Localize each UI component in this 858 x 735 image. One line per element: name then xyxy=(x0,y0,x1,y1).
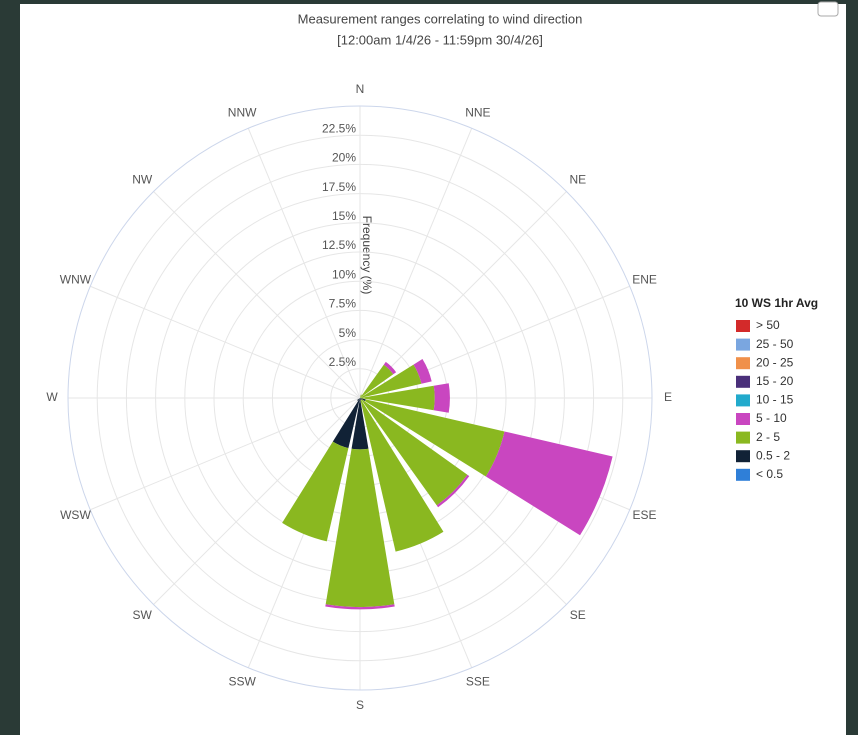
legend-swatch xyxy=(736,450,750,463)
y-tick-label: 5% xyxy=(339,326,357,340)
direction-label: SSE xyxy=(466,675,490,689)
wedge xyxy=(433,383,450,413)
legend-swatch xyxy=(736,320,750,332)
direction-label: NW xyxy=(132,172,153,186)
direction-label: WSW xyxy=(60,508,91,522)
wedge xyxy=(485,431,613,536)
direction-label: E xyxy=(664,390,672,404)
direction-label: WNW xyxy=(60,272,92,286)
direction-label: W xyxy=(46,390,58,404)
direction-label: NNE xyxy=(465,106,490,120)
direction-label: S xyxy=(356,698,364,712)
wedge xyxy=(332,398,360,449)
legend-swatch xyxy=(736,431,750,444)
wedge xyxy=(360,398,362,400)
y-tick-label: 2.5% xyxy=(329,355,357,369)
menu-button[interactable] xyxy=(817,1,839,17)
legend-label: < 0.5 xyxy=(756,467,783,481)
chart-title: Measurement ranges correlating to wind d… xyxy=(298,11,583,26)
direction-label: N xyxy=(356,82,365,96)
legend-label: 0.5 - 2 xyxy=(756,448,790,462)
legend-label: > 50 xyxy=(756,318,780,332)
radial-axis-label: Frequency (%) xyxy=(360,216,374,295)
wedge xyxy=(436,474,470,508)
wedge xyxy=(361,399,468,506)
direction-label: ESE xyxy=(633,508,657,522)
y-tick-label: 15% xyxy=(332,209,356,223)
legend-swatch xyxy=(736,357,750,370)
wedge xyxy=(351,398,369,450)
wedge xyxy=(325,448,395,608)
legend-swatch xyxy=(736,468,750,481)
legend-label: 15 - 20 xyxy=(756,374,794,388)
legend-swatch xyxy=(736,413,750,425)
y-tick-label: 12.5% xyxy=(322,238,356,252)
wedge xyxy=(360,399,444,552)
wedge xyxy=(360,394,362,398)
wedge xyxy=(360,364,422,398)
wedge xyxy=(360,364,394,398)
legend-swatch xyxy=(736,394,750,407)
wedge xyxy=(325,604,395,610)
wedge xyxy=(413,359,432,384)
direction-label: SE xyxy=(570,608,586,622)
legend-label: 20 - 25 xyxy=(756,355,794,369)
wedge xyxy=(360,398,362,401)
legend-label: 5 - 10 xyxy=(756,411,787,425)
wedge xyxy=(360,398,366,402)
direction-label: NE xyxy=(569,172,586,186)
y-tick-label: 22.5% xyxy=(322,121,356,135)
y-tick-label: 10% xyxy=(332,267,356,281)
outer-circle xyxy=(67,105,653,691)
y-tick-label: 17.5% xyxy=(322,180,356,194)
legend-label: 10 - 15 xyxy=(756,393,794,407)
wedge xyxy=(383,361,397,375)
direction-label: SW xyxy=(133,608,153,622)
panel xyxy=(20,4,846,735)
legend-label: 2 - 5 xyxy=(756,430,780,444)
grid-circle xyxy=(96,134,624,662)
grid-circle xyxy=(125,163,595,633)
wedge xyxy=(357,398,360,401)
legend-title: 10 WS 1hr Avg xyxy=(735,296,818,310)
wedge xyxy=(360,385,435,411)
wedge xyxy=(282,441,349,542)
legend-swatch xyxy=(736,375,750,388)
chart-subtitle: [12:00am 1/4/26 - 11:59pm 30/4/26] xyxy=(337,32,543,47)
direction-label: NNW xyxy=(228,106,257,120)
y-tick-label: 20% xyxy=(332,151,356,165)
wedge xyxy=(364,399,505,477)
direction-label: SSW xyxy=(228,675,256,689)
y-tick-label: 7.5% xyxy=(329,297,357,311)
direction-label: ENE xyxy=(632,272,657,286)
legend-swatch xyxy=(736,338,750,351)
legend-label: 25 - 50 xyxy=(756,337,794,351)
